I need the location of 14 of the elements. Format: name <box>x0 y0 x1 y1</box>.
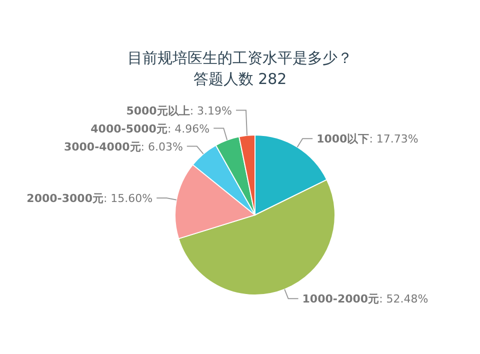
data-label: : 3.19% <box>190 104 232 118</box>
slice-label: 1000以下 <box>316 132 370 146</box>
data-label: : 6.03% <box>140 140 183 154</box>
data-label: : 15.60% <box>103 192 153 206</box>
slice-label: 1000-2000元 <box>302 292 380 306</box>
slice-label: 4000-5000元 <box>90 122 168 136</box>
slice-label: 2000-3000元 <box>26 192 104 206</box>
chart-title: 目前规培医生的工资水平是多少？ <box>128 49 352 67</box>
chart-subtitle: 答题人数 282 <box>193 70 287 88</box>
slice-label: 3000-4000元 <box>64 140 141 154</box>
data-label: : 4.96% <box>167 122 210 136</box>
data-label: : 52.48% <box>379 292 428 306</box>
data-label: : 17.73% <box>369 132 418 146</box>
slice-label: 5000元以上 <box>126 104 190 118</box>
